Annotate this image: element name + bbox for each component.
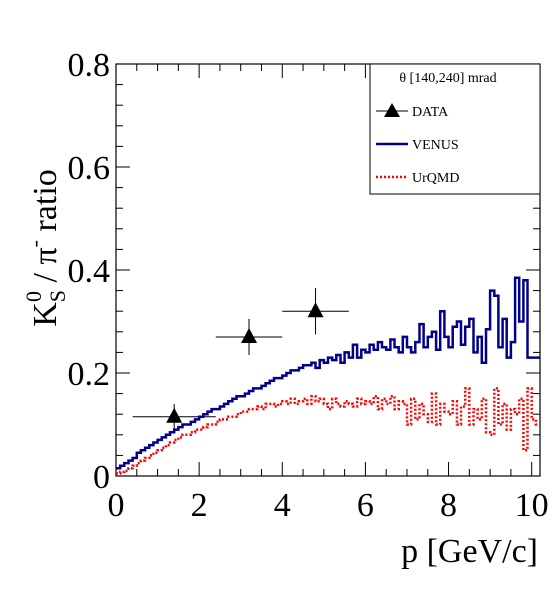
- y-axis-title-rest: / π: [27, 247, 64, 291]
- legend-box: [369, 63, 541, 195]
- y-axis-title-main: K: [27, 302, 64, 327]
- legend-data-marker: [384, 103, 400, 117]
- data-point: [307, 302, 324, 318]
- legend-entry-data: DATA: [412, 105, 449, 120]
- y-tick-label: 0: [93, 459, 110, 496]
- x-axis-tick-labels: 0 2 4 6 8 10: [108, 487, 549, 524]
- y-tick-label: 0.8: [68, 47, 111, 84]
- y-axis-title-sub: S: [45, 290, 70, 302]
- y-axis-tick-labels: 0 0.2 0.4 0.6 0.8: [68, 47, 111, 496]
- y-axis-title-sup2: -: [22, 240, 47, 247]
- y-tick-label: 0.4: [68, 253, 111, 290]
- legend-entry-venus: VENUS: [412, 138, 459, 153]
- y-axis-title-tail: ratio: [27, 169, 64, 240]
- series-venus-line: [116, 276, 540, 470]
- y-axis-title-sup: 0: [21, 291, 46, 302]
- x-axis-title: p [GeV/c]: [401, 533, 538, 570]
- legend-entry-urqmd: UrQMD: [412, 171, 459, 186]
- data-point: [166, 407, 183, 423]
- x-tick-label: 4: [274, 487, 291, 524]
- y-tick-label: 0.2: [68, 356, 111, 393]
- series-urqmd-line: [116, 387, 540, 475]
- x-tick-label: 0: [108, 487, 125, 524]
- x-tick-label: 2: [191, 487, 208, 524]
- series-layer: [116, 276, 540, 475]
- y-tick-label: 0.6: [68, 150, 111, 187]
- x-tick-label: 6: [357, 487, 374, 524]
- x-tick-label: 8: [440, 487, 457, 524]
- legend: θ [140,240] mrad DATA VENUS UrQMD: [369, 63, 541, 195]
- legend-header: θ [140,240] mrad: [399, 71, 496, 86]
- y-axis-title: KS0 / π- ratio: [21, 169, 70, 327]
- x-tick-label: 10: [515, 487, 549, 524]
- data-point: [241, 327, 258, 343]
